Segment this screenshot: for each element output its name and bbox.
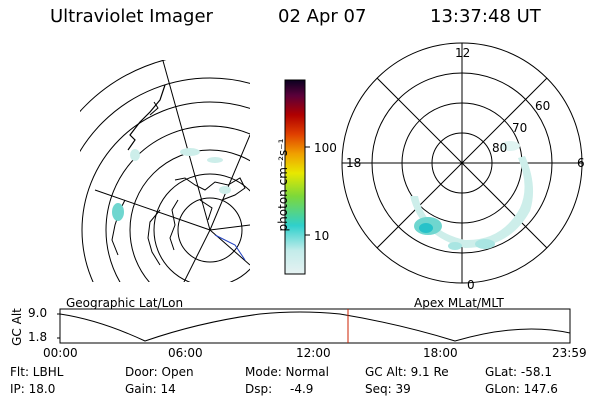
mlt-label-left: 18	[346, 156, 362, 170]
mlat-label-80: 80	[492, 141, 508, 155]
lon-line	[162, 60, 211, 231]
aurora-oval	[410, 141, 534, 250]
status-door: Door: Open	[125, 365, 194, 379]
geo-panel-label: Geographic Lat/Lon	[66, 296, 184, 310]
x-tick-1200: 12:00	[296, 346, 331, 360]
x-tick-0000: 00:00	[43, 346, 78, 360]
lat-circle	[177, 197, 243, 263]
date-label: 02 Apr 07	[278, 6, 367, 27]
mlt-label-top: 12	[455, 46, 471, 60]
lon-line	[94, 189, 211, 231]
colorbar-gradient	[284, 79, 306, 275]
status-gain: Gain: 14	[125, 382, 176, 396]
status-dsp-value: -4.9	[290, 382, 314, 396]
status-ip: IP: 18.0	[10, 382, 56, 396]
x-tick-2359: 23:59	[552, 346, 587, 360]
altitude-y-label: GC Alt	[10, 308, 24, 346]
altitude-plot	[57, 308, 571, 344]
mlat-label-60: 60	[535, 99, 551, 113]
altitude-y-tick-low: 1.8	[28, 330, 48, 344]
mlt-line	[376, 77, 548, 249]
aurora-emission	[112, 148, 231, 221]
colorbar	[284, 79, 310, 275]
lon-line	[183, 229, 211, 282]
time-label: 13:37:48 UT	[430, 6, 541, 27]
satellite-track	[214, 234, 246, 261]
coastline	[127, 84, 166, 151]
colorbar-tick-10: 10	[314, 229, 330, 243]
coastline	[147, 209, 161, 266]
colorbar-unit-label: photon cm⁻²s⁻¹	[276, 138, 290, 232]
status-gc-alt: GC Alt: 9.1 Re	[365, 365, 449, 379]
polar-plot	[341, 42, 583, 284]
coastline	[169, 199, 179, 251]
coastline	[149, 101, 159, 116]
status-seq: Seq: 39	[365, 382, 411, 396]
coastline	[174, 177, 246, 201]
status-glat: GLat: -58.1	[485, 365, 552, 379]
colorbar-tick-100: 100	[314, 141, 337, 155]
status-filter: Flt: LBHL	[10, 365, 64, 379]
mlt-label-right: 6	[577, 156, 585, 170]
altitude-curve	[59, 311, 571, 342]
altitude-plot-frame	[59, 308, 571, 344]
coastline	[199, 199, 213, 221]
lon-line	[209, 134, 250, 231]
x-tick-0600: 06:00	[168, 346, 203, 360]
polar-panel-label: Apex MLat/MLT	[414, 296, 504, 310]
lon-line	[209, 224, 250, 231]
status-dsp-label: Dsp:	[245, 382, 273, 396]
lat-circle	[105, 125, 250, 282]
status-mode: Mode: Normal	[245, 365, 329, 379]
lat-circle	[80, 77, 250, 153]
mlt-label-bottom: 0	[467, 278, 475, 292]
lat-circle	[153, 173, 250, 282]
geographic-map	[80, 60, 250, 282]
altitude-y-tick-high: 9.0	[28, 306, 48, 320]
instrument-title: Ultraviolet Imager	[50, 6, 213, 27]
lat-circle	[129, 149, 250, 282]
status-glon: GLon: 147.6	[485, 382, 558, 396]
mlat-label-70: 70	[512, 121, 528, 135]
lat-circle	[81, 101, 250, 282]
x-tick-1800: 18:00	[423, 346, 458, 360]
